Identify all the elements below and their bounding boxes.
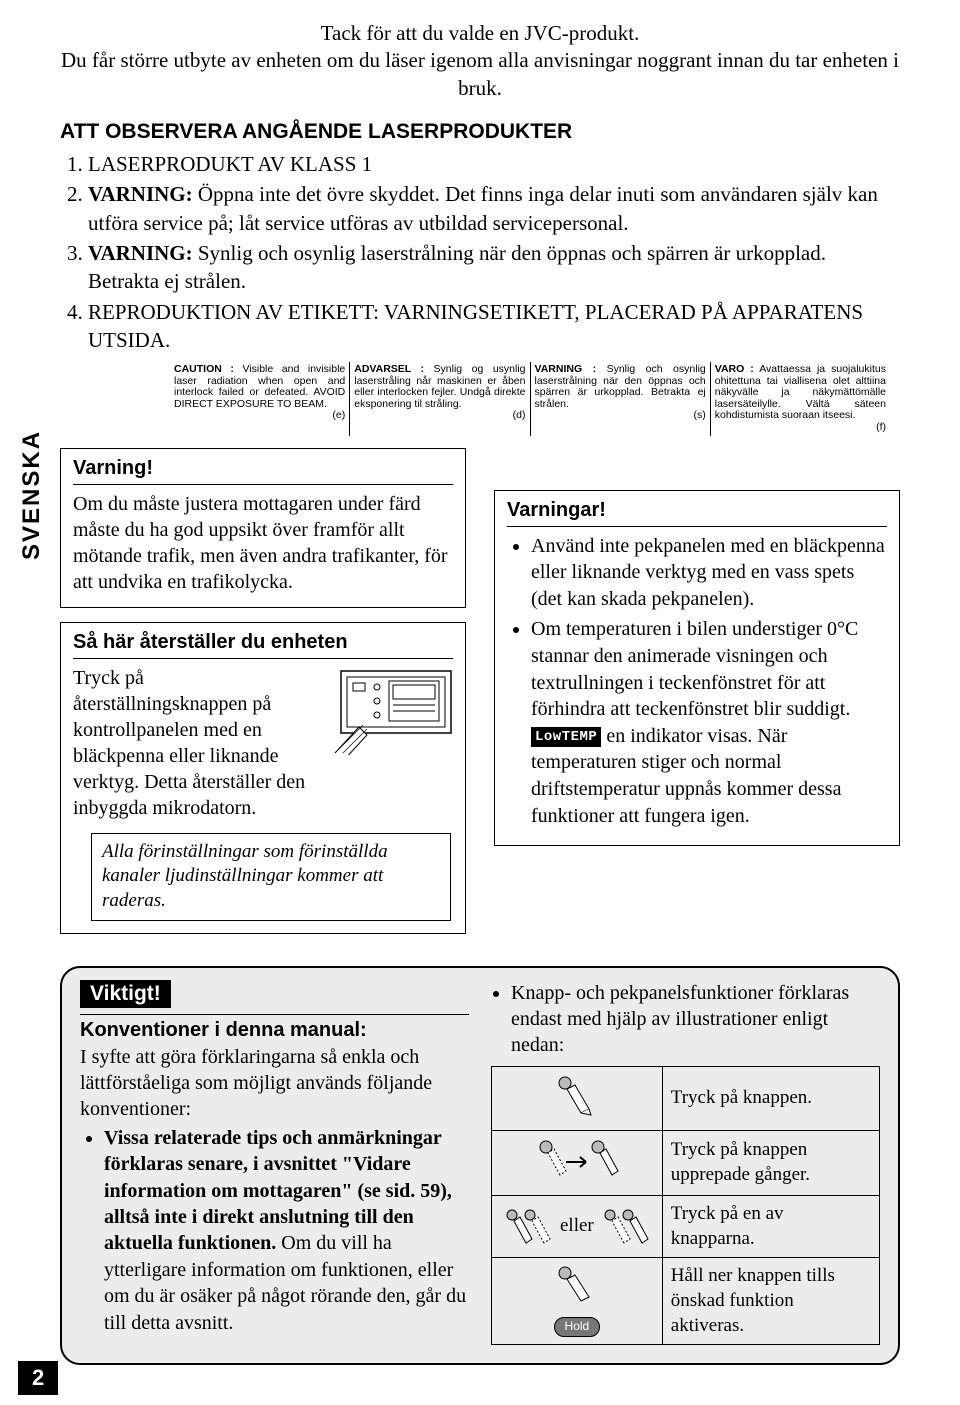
varningar-title: Varningar!: [507, 499, 887, 527]
laser-heading: ATT OBSERVERA ANGÅENDE LASERPRODUKTER: [60, 120, 900, 144]
laser-item-2-lead: VARNING:: [88, 182, 193, 206]
varningar-item-2: Om temperaturen i bilen understiger 0°C …: [531, 616, 887, 829]
laser-item-3-body: Synlig och osynlig laserstrålning när de…: [88, 241, 826, 293]
konventioner-body: I syfte att göra förklaringarna så enkla…: [80, 1044, 469, 1336]
caution-cell-da: ADVARSEL : Synlig og usynlig laserstråli…: [349, 362, 529, 435]
varning-body: Om du måste justera mottagaren under fär…: [73, 491, 453, 595]
varning-box: Varning! Om du måste justera mottagaren …: [60, 448, 466, 608]
laser-item-3-lead: VARNING:: [88, 241, 193, 265]
reset-title: Så här återställer du enheten: [73, 631, 453, 659]
table-text-1: Tryck på knappen.: [662, 1066, 879, 1131]
laser-list: LASERPRODUKT AV KLASS 1 VARNING: Öppna i…: [60, 150, 900, 354]
press-once-icon: [547, 1073, 607, 1117]
table-or: eller: [560, 1214, 594, 1239]
hold-badge: Hold: [554, 1317, 601, 1337]
konventioner-item: Vissa relaterade tips och anmärkningar f…: [104, 1125, 469, 1336]
caution-cell-en: CAUTION : Visible and invisible laser ra…: [170, 362, 349, 435]
intro-line1: Tack för att du valde en JVC-produkt.: [60, 20, 900, 47]
laser-item-3: VARNING: Synlig och osynlig laserstrålni…: [88, 239, 900, 296]
laser-item-1: LASERPRODUKT AV KLASS 1: [88, 150, 900, 178]
table-row: Tryck på knappen.: [492, 1066, 880, 1131]
right-intro: Knapp- och pekpanelsfunktioner förklaras…: [511, 980, 880, 1058]
reset-box: Så här återställer du enheten Tryck på å…: [60, 622, 466, 934]
button-convention-table: Tryck på knappen. Tryck på knappen: [491, 1066, 880, 1346]
caution-cell-fi: VARO : Avattaessa ja suojalukitus ohitet…: [710, 362, 890, 435]
viktigt-panel: Viktigt! Konventioner i denna manual: I …: [60, 966, 900, 1366]
varningar-item-1: Använd inte pekpanelen med en bläckpenna…: [531, 533, 887, 613]
intro-block: Tack för att du valde en JVC-produkt. Du…: [60, 20, 900, 102]
page-number: 2: [18, 1361, 58, 1395]
intro-line2: Du får större utbyte av enheten om du lä…: [60, 47, 900, 102]
konventioner-heading: Konventioner i denna manual:: [80, 1014, 469, 1042]
language-tab: SVENSKA: [18, 430, 46, 560]
caution-label-row: CAUTION : Visible and invisible laser ra…: [170, 362, 890, 435]
table-text-3: Tryck på en av knapparna.: [662, 1196, 879, 1258]
reset-note: Alla förinställningar som förinställda k…: [91, 833, 451, 921]
laser-item-4: REPRODUKTION AV ETIKETT: VARNINGSETIKETT…: [88, 298, 900, 355]
press-hold-icon: [547, 1265, 607, 1305]
laser-item-2: VARNING: Öppna inte det övre skyddet. De…: [88, 180, 900, 237]
press-either-b-icon: [598, 1205, 654, 1249]
press-either-a-icon: [500, 1205, 556, 1249]
varningar-box: Varningar! Använd inte pekpanelen med en…: [494, 490, 900, 847]
reset-device-icon: [333, 665, 453, 755]
table-row: eller Tryck på en av knapparna.: [492, 1196, 880, 1258]
laser-item-2-body: Öppna inte det övre skyddet. Det finns i…: [88, 182, 878, 234]
reset-body: Tryck på återställningsknappen på kontro…: [73, 665, 323, 821]
viktigt-label: Viktigt!: [80, 980, 171, 1008]
lowtemp-indicator-icon: LowTEMP: [531, 727, 601, 748]
table-row: Hold Håll ner knappen tills önskad funkt…: [492, 1258, 880, 1345]
table-text-4: Håll ner knappen tills önskad funktion a…: [662, 1258, 879, 1345]
table-text-2: Tryck på knappen upprepade gånger.: [662, 1131, 879, 1196]
varning-title: Varning!: [73, 457, 453, 485]
caution-cell-sv: VARNING : Synlig och osynlig laserstråln…: [530, 362, 710, 435]
press-repeat-icon: [532, 1137, 622, 1181]
table-row: Tryck på knappen upprepade gånger.: [492, 1131, 880, 1196]
